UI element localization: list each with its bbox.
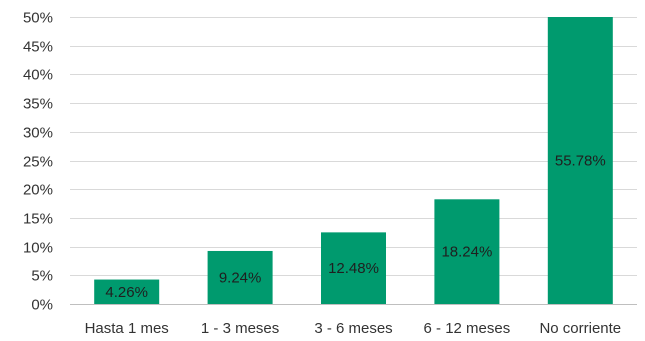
x-axis: Hasta 1 mes 1 - 3 meses 3 - 6 meses 6 - 12 … [70, 304, 637, 337]
x-tick-label: Hasta 1 mes [85, 320, 169, 337]
y-tick-label: 10% [23, 240, 53, 257]
bar [321, 232, 386, 304]
y-tick-label: 20% [23, 182, 53, 199]
data-label: 18.24% [441, 244, 492, 261]
bar [94, 279, 160, 304]
data-label: 9.24% [219, 269, 262, 286]
x-tick-label: 1 - 3 meses [201, 320, 279, 337]
x-tick-label: 6 - 12 meses [424, 320, 511, 337]
y-tick-label: 30% [23, 125, 53, 142]
y-tick-label: 5% [31, 268, 53, 285]
y-tick-label: 15% [23, 211, 53, 228]
y-tick-label: 25% [23, 154, 53, 171]
bars: 4.26% 9.24% 12.48% 18.24% 55.78% [94, 17, 613, 304]
y-tick-label: 40% [23, 67, 53, 84]
x-tick-label: 3 - 6 meses [314, 320, 392, 337]
data-label: 55.78% [555, 153, 606, 170]
data-label: 4.26% [105, 284, 148, 301]
bar [434, 199, 500, 304]
bar [547, 17, 613, 304]
gridlines [70, 17, 637, 276]
y-tick-label: 45% [23, 39, 53, 56]
bar [207, 250, 273, 304]
y-tick-label: 35% [23, 96, 53, 113]
y-tick-label: 0% [31, 297, 53, 314]
data-label: 12.48% [328, 260, 379, 277]
y-tick-label: 50% [23, 10, 53, 27]
x-tick-label: No corriente [539, 320, 621, 337]
y-axis: 0% 5% 10% 15% 20% 25% 30% 35% 40% 45% 50% [23, 10, 53, 314]
